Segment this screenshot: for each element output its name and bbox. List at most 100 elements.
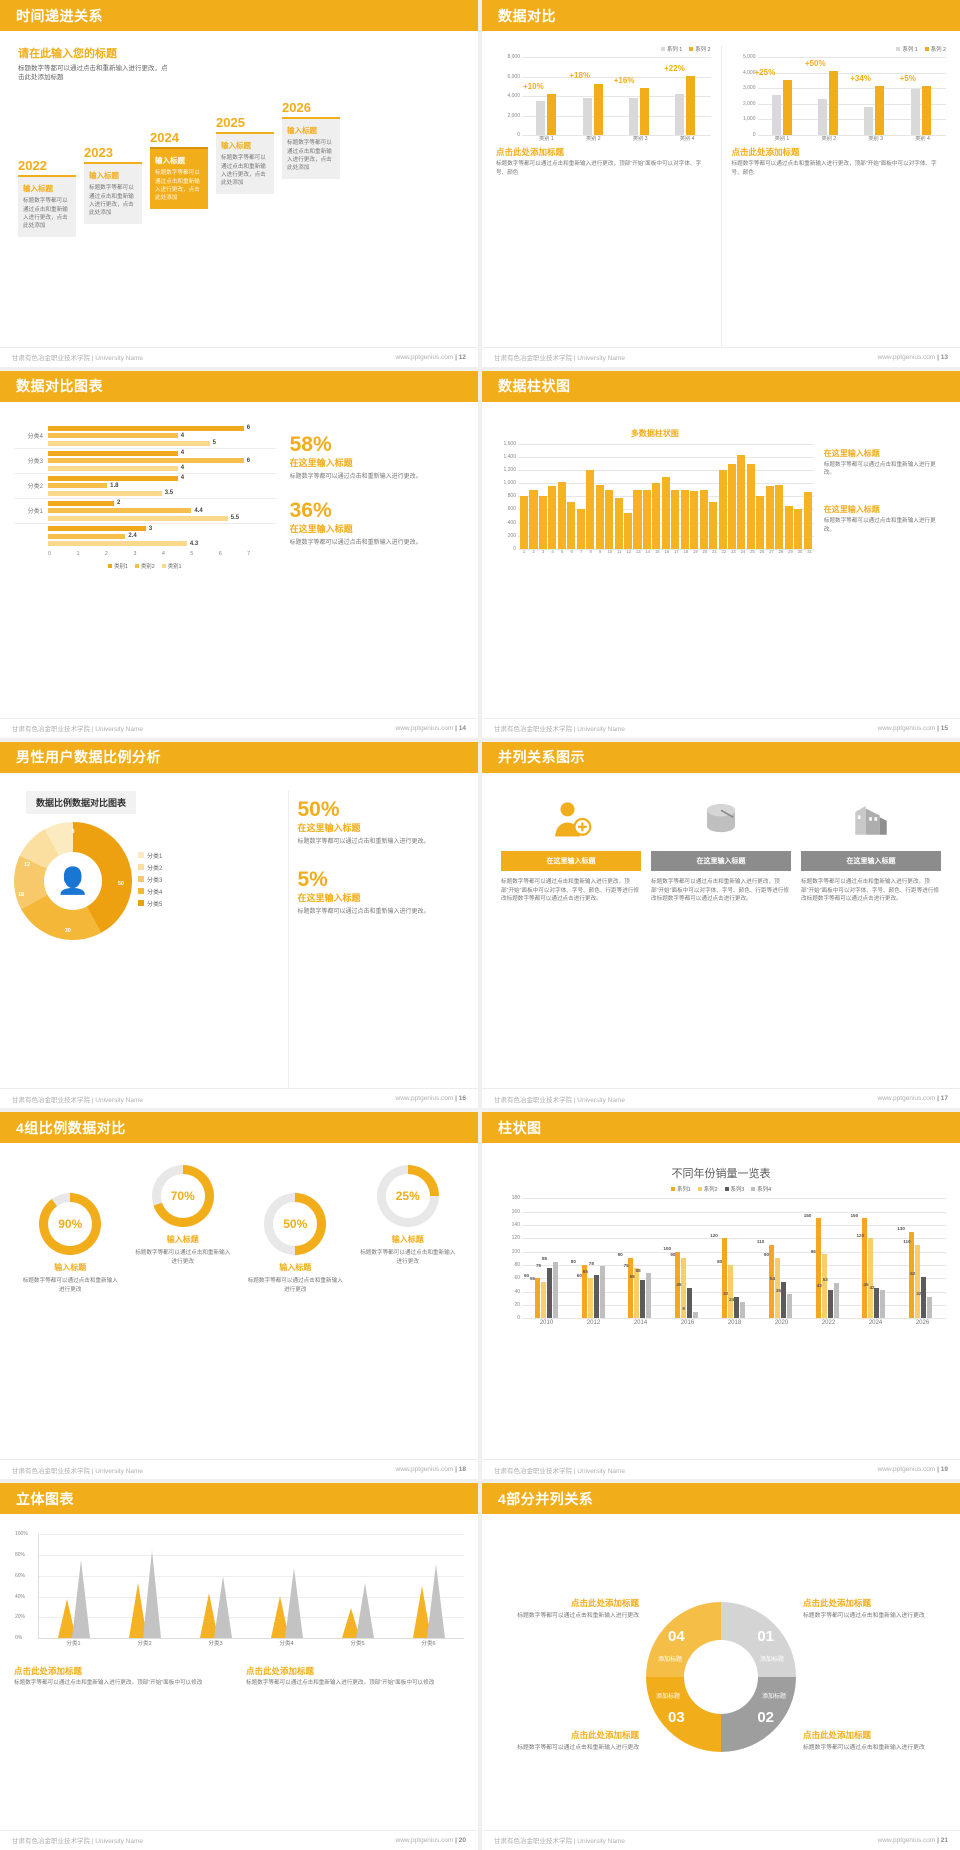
footer-school: 甘肃有色冶金职业技术学院 | University Name: [12, 726, 143, 734]
timeline-card-title: 输入标题: [89, 171, 119, 181]
slide-15-header-title: 数据柱状图: [498, 378, 571, 395]
stat-number: 36%: [289, 499, 332, 523]
column-1[interactable]: 在这里输入标题 标题数字等都可以通过点击和重新输入进行更改，顶部“开始”面板中可…: [496, 793, 646, 1089]
slide-15[interactable]: 数据柱状图 多数据柱状图 0 200 400 600 800 1,000 1,200 1,40…: [482, 370, 960, 738]
footer-page: | 12: [455, 353, 466, 361]
slide-20[interactable]: 立体图表 100% 80% 60% 40% 20% 0% 分类1 分类2 分类3 分类4 分类5 分…: [0, 1483, 478, 1850]
slide-12-body: 请在此输入您的标题 标题数字等都可以通过点击和重新输入进行更改，点击此处添加标题…: [0, 31, 478, 347]
ring-body: 标题数字等都可以通过点击和重新输入进行更改: [22, 1278, 118, 1294]
timeline-card[interactable]: 输入标题 标题数字等都可以通过点击和重新输入进行更改，点击此处添加: [84, 162, 142, 224]
footer-site: www.pptgenius.com: [395, 1095, 454, 1103]
column-3-button[interactable]: 在这里输入标题: [801, 850, 941, 871]
donut-value: 8: [71, 828, 75, 835]
bars: +10% +18% +16% +22%: [523, 57, 709, 135]
slide-16[interactable]: 男性用户数据比例分析 数据比例数据对比图表 8 12 18 30 50 👤 分类…: [0, 741, 478, 1109]
slide-19[interactable]: 柱状图 不同年份销量一览表 系列1 系列2 系列3 系列4 0 20 40 60 80 1…: [482, 1112, 960, 1480]
timeline-step-2025[interactable]: 2025 输入标题 标题数字等都可以通过点击和重新输入进行更改，点击此处添加: [216, 115, 274, 194]
caption-title: 点击此处添加标题: [731, 147, 800, 157]
footer-site: www.pptgenius.com: [877, 353, 936, 361]
multibar-chart: 多数据柱状图 0 200 400 600 800 1,000 1,200 1,400 1,600…: [496, 428, 814, 718]
stat-subtitle: 在这里输入标题: [297, 893, 361, 904]
timeline-year: 2022: [18, 158, 47, 174]
legend-item: 系列 2: [689, 45, 711, 53]
slide-18[interactable]: 4组比例数据对比 90% 输入标题 标题数字等都可以通过点击和重新输入进行更改 …: [0, 1112, 478, 1480]
ring-block-4[interactable]: 25% 输入标题 标题数字等都可以通过点击和重新输入进行更改: [352, 1159, 465, 1459]
slide-15-footer: 甘肃有色冶金职业技术学院 | University Name www.pptge…: [482, 717, 960, 738]
footer-site: www.pptgenius.com: [877, 724, 936, 732]
slide-21-body: 点击此处添加标题 标题数字等都可以通过点击和重新输入进行更改 点击此处添加标题 …: [482, 1514, 960, 1830]
caption-row: 点击此处添加标题 标题数字等都可以通过点击和重新输入进行更改，顶部“开始”面板中…: [14, 1661, 464, 1688]
note-title: 在这里输入标题: [823, 448, 880, 458]
footer-site: www.pptgenius.com: [395, 1466, 454, 1474]
timeline-card-body: 标题数字等都可以通过点击和重新输入进行更改，点击此处添加: [287, 140, 332, 172]
bars: [520, 444, 812, 549]
caption-body: 标题数字等都可以通过点击和重新输入进行更改: [803, 1745, 925, 1752]
column-3[interactable]: 在这里输入标题 标题数字等都可以通过点击和重新输入进行更改，顶部“开始”面板中可…: [796, 793, 946, 1089]
footer-site: www.pptgenius.com: [877, 1836, 936, 1844]
ring-block-3[interactable]: 50% 输入标题 标题数字等都可以通过点击和重新输入进行更改: [239, 1159, 352, 1459]
left-captions: 点击此处添加标题 标题数字等都可以通过点击和重新输入进行更改 点击此处添加标题 …: [496, 1524, 645, 1830]
slide-13[interactable]: 数据对比 系列 1 系列 2 0 2,000 4,000 6,000 8,000 +10…: [482, 0, 960, 367]
ring-title: 输入标题: [54, 1263, 87, 1273]
slide-12-title: 请在此输入您的标题: [18, 48, 117, 60]
column-2-button[interactable]: 在这里输入标题: [651, 850, 791, 871]
stat-number: 5%: [297, 868, 328, 892]
timeline-step-2022[interactable]: 2022 输入标题 标题数字等都可以通过点击和重新输入进行更改，点击此处添加: [18, 158, 76, 237]
timeline-year: 2023: [84, 145, 113, 161]
column-2[interactable]: 在这里输入标题 标题数字等都可以通过点击和重新输入进行更改，顶部“开始”面板中可…: [646, 793, 796, 1089]
slide-20-footer: 甘肃有色冶金职业技术学院 | University Name www.pptge…: [0, 1829, 478, 1850]
timeline-step-2024[interactable]: 2024 输入标题 标题数字等都可以通过点击和重新输入进行更改，点击此处添加: [150, 130, 208, 209]
column-1-button[interactable]: 在这里输入标题: [501, 850, 641, 871]
progress-ring: 90%: [39, 1193, 102, 1256]
slide-19-header: 柱状图: [482, 1112, 960, 1144]
bars: 60 55 75 85 80 60 65 78 90 75 58 68 100 90 45 9 120 8…: [523, 1198, 944, 1319]
chart-legend: 系列 1 系列 2: [732, 45, 946, 53]
donut-panel: 数据比例数据对比图表 8 12 18 30 50 👤 分类1 分类2 分类3: [14, 790, 280, 1089]
timeline-card[interactable]: 输入标题 标题数字等都可以通过点击和重新输入进行更改，点击此处添加: [216, 132, 274, 194]
timeline-card-title: 输入标题: [221, 141, 251, 151]
cone-x-labels: 分类1 分类2 分类3 分类4 分类5 分类6: [66, 1641, 436, 1648]
timeline-step-2023[interactable]: 2023 输入标题 标题数字等都可以通过点击和重新输入进行更改，点击此处添加: [84, 145, 142, 224]
slide-14[interactable]: 数据对比图表 分类4 6 4 5 分类3 4 6 4: [0, 370, 478, 738]
stat-subtitle: 在这里输入标题: [289, 457, 353, 468]
footer-page: | 21: [937, 1836, 948, 1844]
slide-21-footer: 甘肃有色冶金职业技术学院 | University Name www.pptge…: [482, 1829, 960, 1850]
slide-12[interactable]: 时间递进关系 请在此输入您的标题 标题数字等都可以通过点击和重新输入进行更改，点…: [0, 0, 478, 367]
stats-panel: 58% 在这里输入标题 标题数字等都可以通过点击和重新输入进行更改。 36% 在…: [290, 424, 464, 718]
stat-body: 标题数字等都可以通过点击和重新输入进行更改。: [297, 909, 430, 916]
footer-school: 甘肃有色冶金职业技术学院 | University Name: [12, 1467, 143, 1475]
slide-18-body: 90% 输入标题 标题数字等都可以通过点击和重新输入进行更改 70% 输入标题 …: [0, 1143, 478, 1459]
footer-page: | 17: [937, 1095, 948, 1103]
footer-page: | 18: [455, 1466, 466, 1474]
legend-item: 系列3: [724, 1185, 744, 1193]
slide-14-footer: 甘肃有色冶金职业技术学院 | University Name www.pptge…: [0, 717, 478, 738]
timeline-card-active[interactable]: 输入标题 标题数字等都可以通过点击和重新输入进行更改，点击此处添加: [150, 147, 208, 209]
timeline-card-body: 标题数字等都可以通过点击和重新输入进行更改，点击此处添加: [23, 198, 68, 230]
hbar-label: 分类3: [27, 459, 43, 466]
slide-16-header: 男性用户数据比例分析: [0, 741, 478, 773]
footer-page: | 13: [937, 353, 948, 361]
ring-title: 输入标题: [166, 1235, 199, 1245]
caption-title: 点击此处添加标题: [570, 1730, 639, 1741]
timeline-step-2026[interactable]: 2026 输入标题 标题数字等都可以通过点击和重新输入进行更改，点击此处添加: [282, 100, 340, 179]
ring-body: 标题数字等都可以通过点击和重新输入进行更改: [135, 1250, 231, 1266]
column-1-body: 标题数字等都可以通过点击和重新输入进行更改，顶部“开始”面板中可以对字体、字号、…: [501, 878, 639, 903]
slide-17[interactable]: 并列关系图示 在这里输入标题 标题数字等都可以通过点击和重新输入进行更改，顶部“…: [482, 741, 960, 1109]
timeline: 2022 输入标题 标题数字等都可以通过点击和重新输入进行更改，点击此处添加 2…: [14, 87, 464, 237]
segment-label: 添加标题: [759, 1657, 784, 1664]
slide-20-header-title: 立体图表: [16, 1490, 74, 1507]
hbar-label: 分类2: [27, 484, 43, 491]
slide-21-header: 4部分并列关系: [482, 1483, 960, 1515]
plot-area: 0 200 400 600 800 1,000 1,200 1,400 1,600: [496, 441, 814, 552]
ring-block-2[interactable]: 70% 输入标题 标题数字等都可以通过点击和重新输入进行更改: [127, 1159, 240, 1459]
ring-title: 输入标题: [279, 1263, 312, 1273]
segment-number: 03: [668, 1709, 685, 1727]
timeline-card[interactable]: 输入标题 标题数字等都可以通过点击和重新输入进行更改，点击此处添加: [282, 117, 340, 179]
slide-13-body: 系列 1 系列 2 0 2,000 4,000 6,000 8,000 +10% +18…: [482, 31, 960, 347]
slide-21-header-title: 4部分并列关系: [498, 1490, 594, 1507]
ring-block-1[interactable]: 90% 输入标题 标题数字等都可以通过点击和重新输入进行更改: [14, 1159, 127, 1459]
timeline-card[interactable]: 输入标题 标题数字等都可以通过点击和重新输入进行更改，点击此处添加: [18, 175, 76, 237]
slide-21[interactable]: 4部分并列关系 点击此处添加标题 标题数字等都可以通过点击和重新输入进行更改 点…: [482, 1483, 960, 1850]
donut-value: 50: [117, 880, 124, 887]
